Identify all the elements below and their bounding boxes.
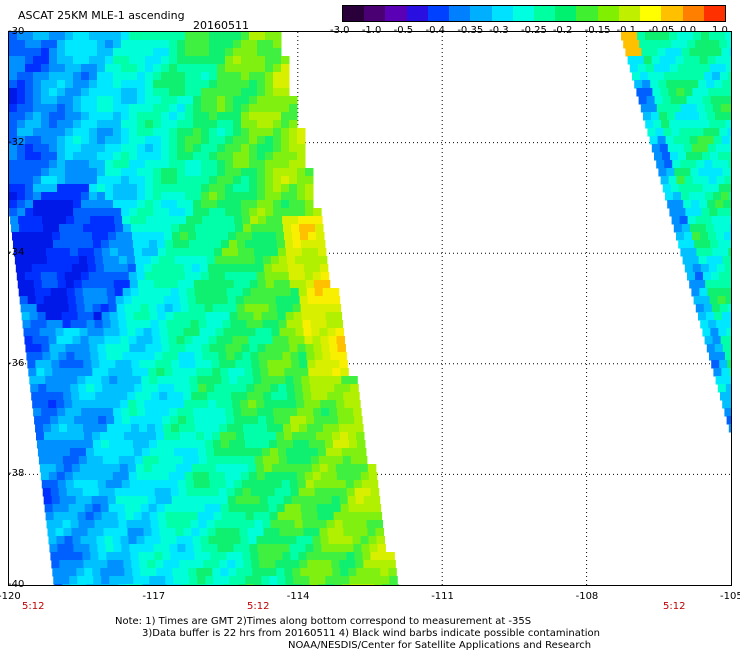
colorbar — [342, 5, 726, 22]
latitude-tick-label: -40 — [8, 579, 24, 590]
colorbar-segment — [640, 6, 661, 21]
longitude-tick-label: -105 — [720, 591, 740, 602]
colorbar-segment — [364, 6, 385, 21]
colorbar-segment — [534, 6, 555, 21]
colorbar-segment — [576, 6, 597, 21]
latitude-tick-label: -30 — [8, 26, 24, 37]
colorbar-segment — [555, 6, 576, 21]
colorbar-segment — [407, 6, 428, 21]
map-plot — [8, 31, 732, 586]
footer-credit: NOAA/NESDIS/Center for Satellite Applica… — [288, 640, 591, 652]
colorbar-segment — [619, 6, 640, 21]
colorbar-segment — [449, 6, 470, 21]
latitude-tick-label: -38 — [8, 468, 24, 479]
longitude-tick-label: -117 — [142, 591, 165, 602]
colorbar-segment — [704, 6, 725, 21]
colorbar-segment — [470, 6, 491, 21]
latitude-tick-label: -34 — [8, 247, 24, 258]
latitude-tick-label: -36 — [8, 358, 24, 369]
colorbar-segment — [683, 6, 704, 21]
colorbar-segment — [343, 6, 364, 21]
longitude-tick-label: -114 — [287, 591, 310, 602]
longitude-tick-label: -108 — [576, 591, 599, 602]
wind-scatter-map — [9, 32, 731, 585]
colorbar-segment — [385, 6, 406, 21]
swath-right — [621, 32, 731, 433]
time-label: 5:12 — [22, 601, 44, 612]
footer-note-1: Note: 1) Times are GMT 2)Times along bot… — [115, 616, 531, 628]
footer-note-2: 3)Data buffer is 22 hrs from 20160511 4)… — [142, 628, 600, 640]
longitude-tick-label: -111 — [431, 591, 454, 602]
time-label: 5:12 — [663, 601, 685, 612]
colorbar-segment — [428, 6, 449, 21]
swath-left — [9, 32, 399, 585]
colorbar-segment — [492, 6, 513, 21]
colorbar-segment — [661, 6, 682, 21]
latitude-tick-label: -32 — [8, 137, 24, 148]
map-title: ASCAT 25KM MLE-1 ascending — [18, 10, 185, 22]
colorbar-segment — [598, 6, 619, 21]
time-label: 5:12 — [247, 601, 269, 612]
colorbar-segment — [513, 6, 534, 21]
longitude-tick-label: -120 — [0, 591, 21, 602]
